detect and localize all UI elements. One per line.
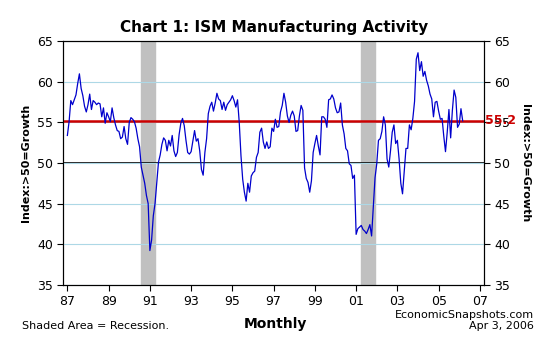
Text: Shaded Area = Recession.: Shaded Area = Recession. <box>22 321 169 331</box>
Bar <box>141 41 155 285</box>
Y-axis label: Index:>50=Growth: Index:>50=Growth <box>520 104 530 222</box>
Bar <box>361 41 375 285</box>
Text: 55.2: 55.2 <box>485 114 516 127</box>
Text: EconomicSnapshots.com
Apr 3, 2006: EconomicSnapshots.com Apr 3, 2006 <box>394 309 534 331</box>
Title: Chart 1: ISM Manufacturing Activity: Chart 1: ISM Manufacturing Activity <box>119 20 428 35</box>
Text: Monthly: Monthly <box>243 317 307 331</box>
Y-axis label: Index:>50=Growth: Index:>50=Growth <box>21 104 31 222</box>
